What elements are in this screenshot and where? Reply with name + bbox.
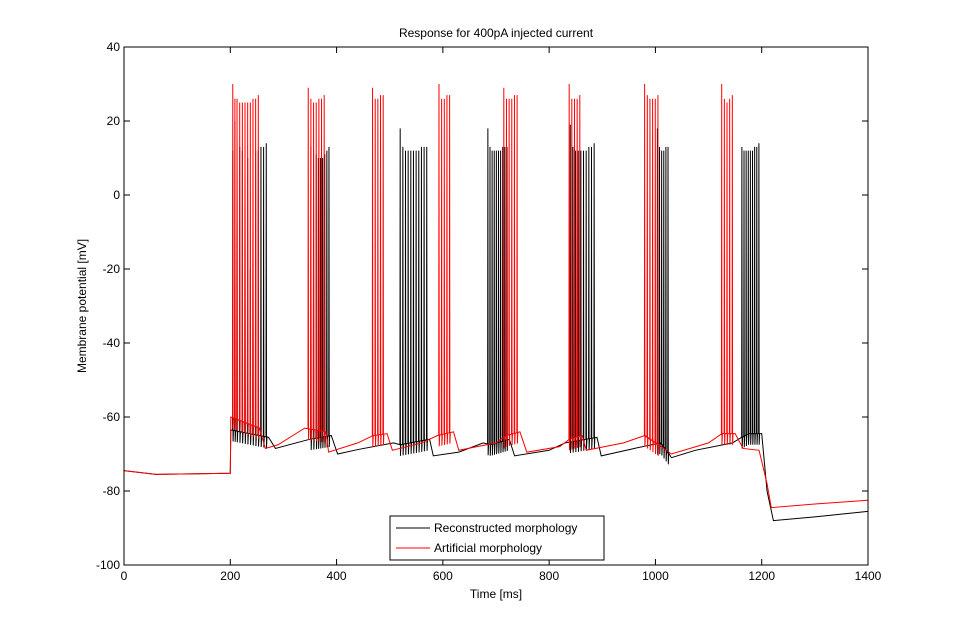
legend-box	[389, 515, 605, 561]
x-axis-label: Time [ms]	[470, 587, 522, 601]
series-line-artificial	[123, 83, 869, 509]
y-tick-label: -40	[103, 336, 121, 350]
legend: Reconstructed morphology Artificial morph…	[389, 515, 605, 561]
x-tick-label: 600	[433, 569, 453, 583]
y-tick-label: 40	[107, 40, 121, 54]
x-tick-label: 200	[220, 569, 240, 583]
x-tick-label: 1400	[855, 569, 882, 583]
chart-title: Response for 400pA injected current	[399, 26, 594, 40]
y-tick-label: 0	[113, 188, 120, 202]
x-tick-label: 1000	[642, 569, 669, 583]
legend-label: Artificial morphology	[434, 541, 542, 555]
x-tick-label: 0	[121, 569, 128, 583]
series-layer	[123, 83, 869, 522]
x-tick-label: 1200	[748, 569, 775, 583]
y-tick-label: 20	[107, 114, 121, 128]
y-tick-label: -20	[103, 262, 121, 276]
x-tick-label: 400	[327, 569, 347, 583]
tick-layer: 0 200 400 600 800 1000 1200 1400-100-80-60-40-2…	[96, 40, 882, 583]
y-axis-label: Membrane potential [mV]	[75, 239, 89, 373]
legend-label: Reconstructed morphology	[434, 521, 577, 535]
axes-box	[123, 46, 869, 566]
x-tick-label: 800	[539, 569, 559, 583]
y-tick-label: -80	[103, 484, 121, 498]
y-tick-label: -100	[96, 558, 120, 572]
y-tick-label: -60	[103, 410, 121, 424]
